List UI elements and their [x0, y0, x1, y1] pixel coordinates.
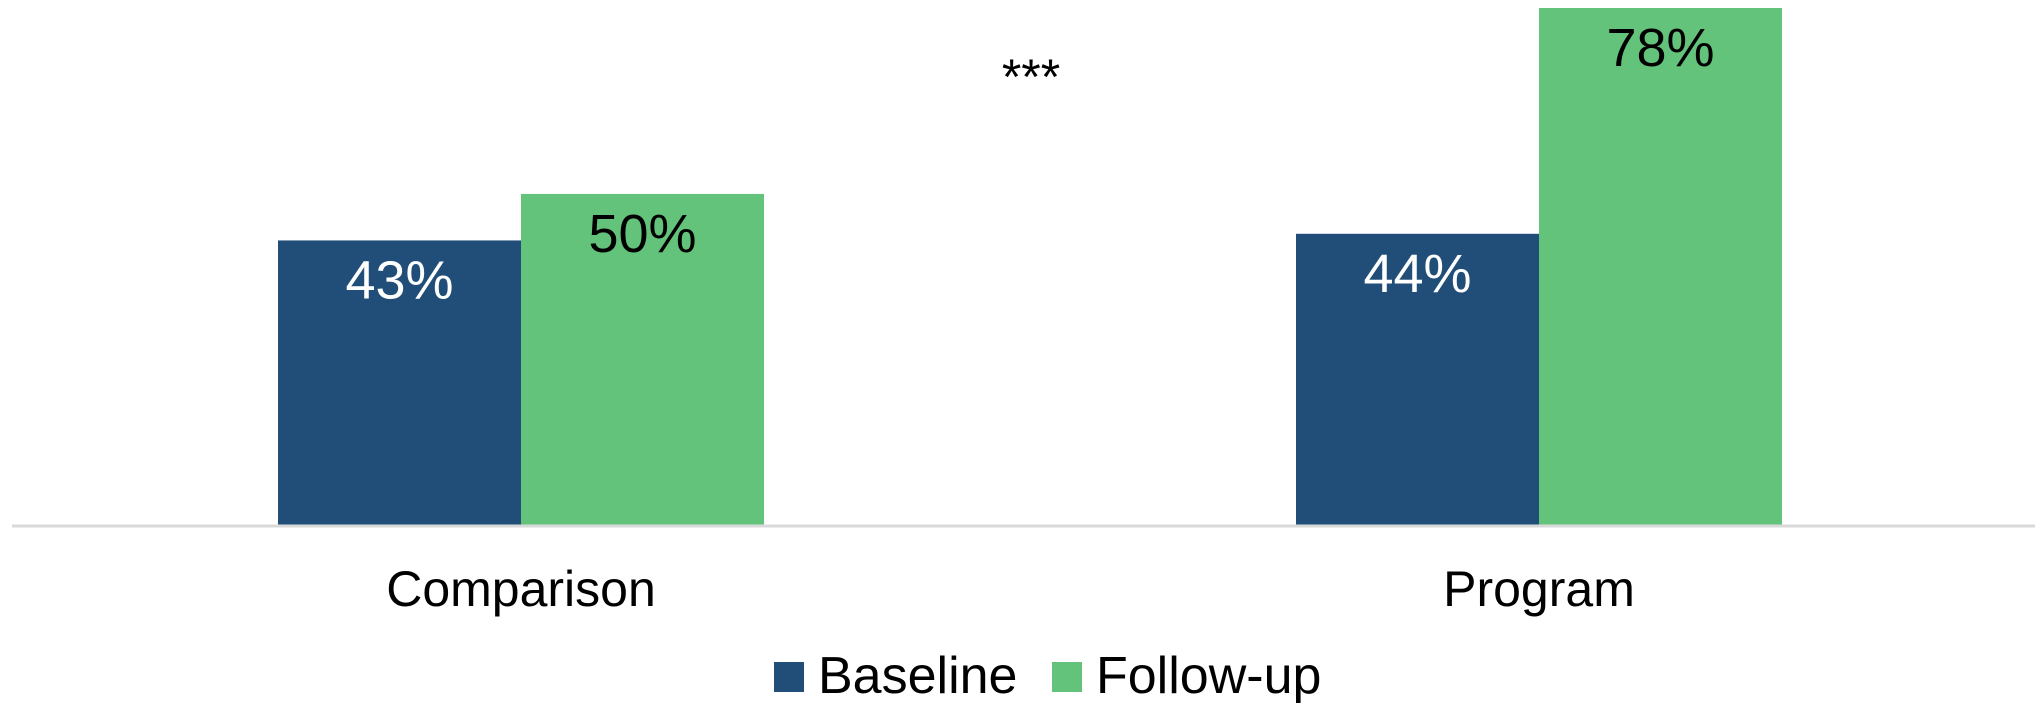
data-label: 43% — [345, 250, 453, 310]
category-labels-layer: Comparison Program — [386, 561, 1635, 617]
bar-follow-up-program — [1539, 8, 1782, 526]
data-labels-layer: 43% 50% 44% 78% — [345, 18, 1714, 310]
annotations-layer: *** — [1002, 49, 1060, 105]
bar-baseline-comparison — [278, 240, 521, 526]
category-label: Program — [1443, 561, 1635, 617]
data-label: 44% — [1363, 244, 1471, 304]
bar-follow-up-comparison — [521, 193, 764, 526]
category-label: Comparison — [386, 561, 656, 617]
bar-baseline-program — [1296, 233, 1539, 527]
data-label: 78% — [1606, 18, 1714, 78]
data-label: 50% — [588, 204, 696, 264]
legend-label: Baseline — [818, 647, 1017, 703]
legend-swatch-baseline — [774, 662, 804, 692]
legend-swatch-follow-up — [1052, 662, 1082, 692]
significance-annotation: *** — [1002, 49, 1060, 105]
legend-label: Follow-up — [1096, 647, 1321, 703]
bars-layer — [278, 8, 1782, 527]
legend: Baseline Follow-up — [774, 647, 1321, 703]
